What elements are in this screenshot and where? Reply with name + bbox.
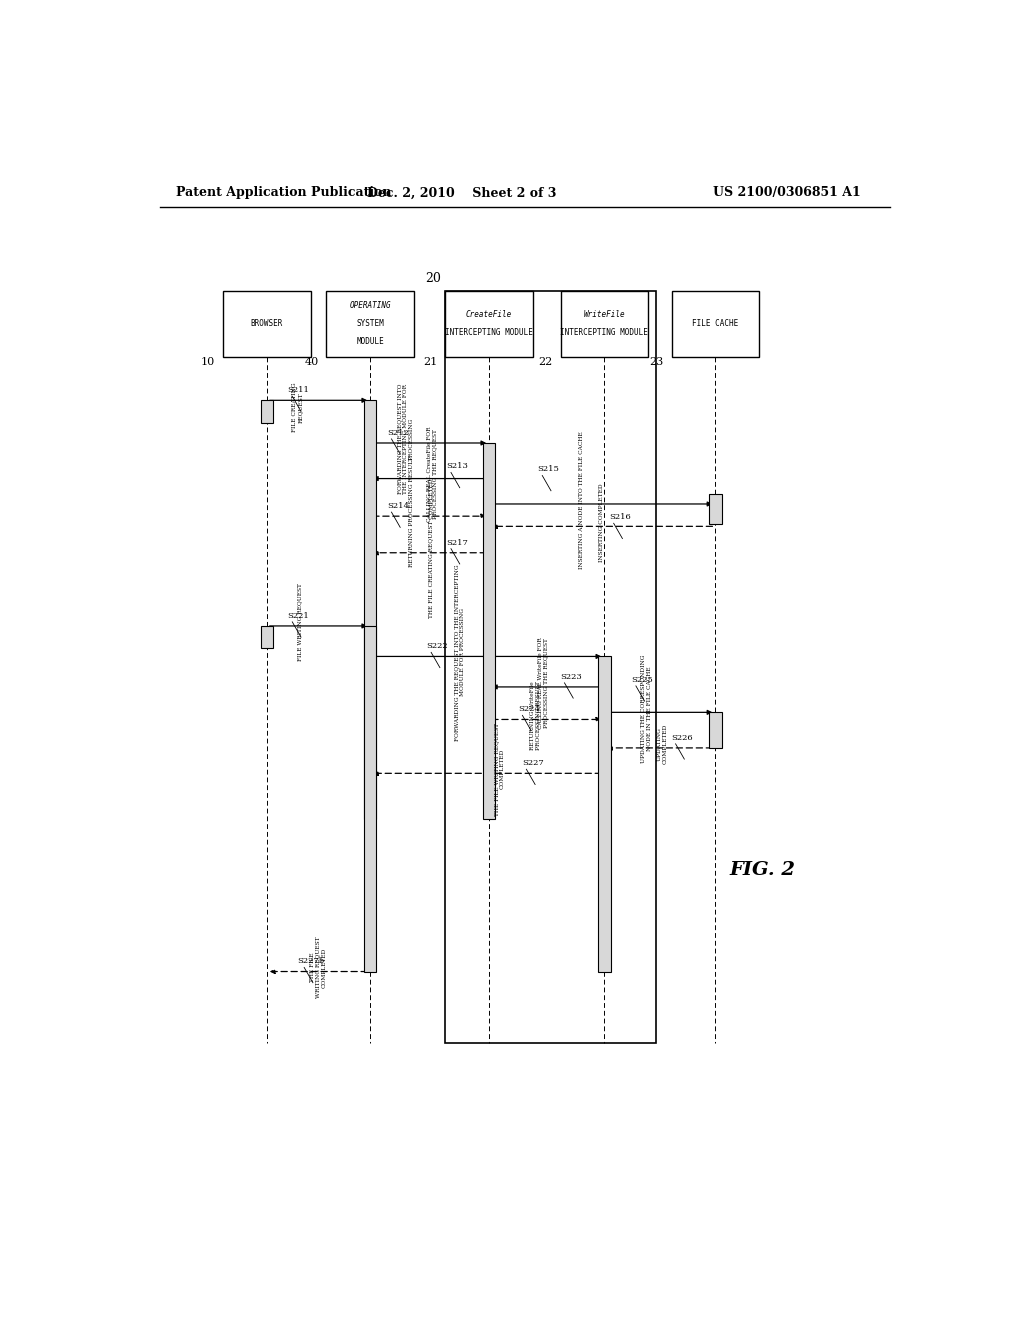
Text: Dec. 2, 2010    Sheet 2 of 3: Dec. 2, 2010 Sheet 2 of 3 (367, 186, 556, 199)
Text: MODULE: MODULE (356, 338, 384, 346)
Bar (260, 626, 273, 648)
Text: S214: S214 (387, 502, 409, 510)
Text: S227b: S227b (297, 957, 324, 965)
Text: 40: 40 (304, 356, 318, 367)
Bar (709, 494, 722, 524)
Text: UPDATING
COMPLETED: UPDATING COMPLETED (656, 723, 668, 764)
Bar (364, 400, 377, 818)
Text: S215: S215 (538, 466, 559, 474)
Text: THE FILE CREATING REQUEST COMPLETED: THE FILE CREATING REQUEST COMPLETED (428, 479, 433, 619)
Text: S211: S211 (288, 387, 309, 395)
Text: S212: S212 (387, 429, 409, 437)
Text: INTERCEPTING MODULE: INTERCEPTING MODULE (445, 329, 534, 337)
Text: FIG. 2: FIG. 2 (730, 861, 796, 879)
Bar (709, 713, 722, 748)
Text: S223: S223 (560, 673, 582, 681)
Text: CALLING REAL CreateFile FOR
PROCESSING THE REQUEST: CALLING REAL CreateFile FOR PROCESSING T… (427, 426, 437, 523)
Bar (223, 290, 310, 356)
Text: 21: 21 (423, 356, 437, 367)
Text: INSERTING A NODE INTO THE FILE CACHE: INSERTING A NODE INTO THE FILE CACHE (580, 432, 585, 569)
Text: BROWSER: BROWSER (251, 319, 283, 329)
Text: CreateFile: CreateFile (466, 310, 512, 319)
Text: FILE CREATING
REQUEST: FILE CREATING REQUEST (292, 383, 303, 432)
Text: 20: 20 (426, 272, 441, 285)
Text: FORWARDING THE REQUEST INTO THE INTERCEPTING
MODULE FOR PROCESSING: FORWARDING THE REQUEST INTO THE INTERCEP… (455, 564, 465, 741)
Text: CALLING REAL WriteFile FOR
PROCESSING THE REQUEST: CALLING REAL WriteFile FOR PROCESSING TH… (538, 638, 549, 729)
Text: S227: S227 (522, 759, 544, 767)
Text: INSERTING COMPLETED: INSERTING COMPLETED (599, 483, 604, 561)
Text: RETURNING WriteFile
PROCESSING RESULT: RETURNING WriteFile PROCESSING RESULT (529, 681, 541, 750)
Text: Patent Application Publication: Patent Application Publication (176, 186, 391, 199)
Text: 22: 22 (539, 356, 553, 367)
Text: THE FILE
WRITING REQUEST
COMPLETED: THE FILE WRITING REQUEST COMPLETED (310, 937, 327, 998)
Text: OPERATING: OPERATING (349, 301, 391, 310)
Text: S217: S217 (446, 539, 468, 546)
Text: S226: S226 (671, 734, 693, 742)
Bar (672, 290, 759, 356)
Text: FILE CACHE: FILE CACHE (692, 319, 738, 329)
Text: S224: S224 (518, 705, 540, 713)
Text: RETURNING PROCESSING RESULT: RETURNING PROCESSING RESULT (409, 457, 414, 568)
Bar (445, 290, 655, 1043)
Bar (445, 290, 532, 356)
Text: WriteFile: WriteFile (584, 310, 625, 319)
Bar (260, 400, 273, 422)
Text: S225: S225 (632, 676, 653, 684)
Text: S222: S222 (427, 643, 449, 651)
Text: 10: 10 (201, 356, 215, 367)
Text: US 2100/0306851 A1: US 2100/0306851 A1 (713, 186, 860, 199)
Text: S221: S221 (288, 612, 309, 620)
Bar (327, 290, 414, 356)
Text: SYSTEM: SYSTEM (356, 319, 384, 329)
Text: THE FILE WRITING REQUEST
COMPLETED: THE FILE WRITING REQUEST COMPLETED (495, 723, 505, 816)
Text: 23: 23 (649, 356, 664, 367)
Text: S216: S216 (609, 513, 631, 521)
Text: UPDATING THE CORRESPONDING
NODE IN THE FILE CACHE: UPDATING THE CORRESPONDING NODE IN THE F… (641, 653, 652, 763)
Text: FILE WRITING REQUEST: FILE WRITING REQUEST (298, 583, 303, 661)
Bar (364, 626, 377, 972)
Bar (560, 290, 648, 356)
Bar (598, 656, 610, 972)
Text: FORWARDING THE REQUEST INTO
THE INTERCEPTING MODULE FOR
PROCESSING: FORWARDING THE REQUEST INTO THE INTERCEP… (397, 384, 414, 494)
Bar (482, 444, 496, 818)
Text: INTERCEPTING MODULE: INTERCEPTING MODULE (560, 329, 648, 337)
Text: S213: S213 (446, 462, 468, 470)
